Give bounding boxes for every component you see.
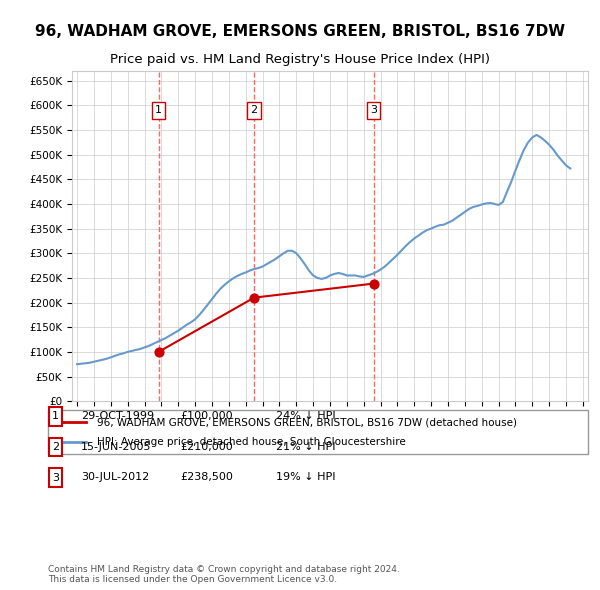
- Text: 96, WADHAM GROVE, EMERSONS GREEN, BRISTOL, BS16 7DW (detached house): 96, WADHAM GROVE, EMERSONS GREEN, BRISTO…: [97, 418, 517, 427]
- FancyBboxPatch shape: [48, 410, 588, 454]
- FancyBboxPatch shape: [49, 407, 62, 425]
- Text: 3: 3: [52, 473, 59, 483]
- Point: [154, 347, 163, 356]
- Text: Contains HM Land Registry data © Crown copyright and database right 2024.
This d: Contains HM Land Registry data © Crown c…: [48, 565, 400, 584]
- Text: 15-JUN-2005: 15-JUN-2005: [81, 442, 151, 451]
- Text: 24% ↓ HPI: 24% ↓ HPI: [276, 411, 335, 421]
- Text: HPI: Average price, detached house, South Gloucestershire: HPI: Average price, detached house, Sout…: [97, 437, 406, 447]
- Text: 2: 2: [52, 442, 59, 452]
- Text: 2: 2: [251, 106, 257, 116]
- Text: Price paid vs. HM Land Registry's House Price Index (HPI): Price paid vs. HM Land Registry's House …: [110, 53, 490, 66]
- Point: [250, 293, 259, 302]
- Text: 96, WADHAM GROVE, EMERSONS GREEN, BRISTOL, BS16 7DW: 96, WADHAM GROVE, EMERSONS GREEN, BRISTO…: [35, 24, 565, 38]
- Point: [369, 279, 379, 289]
- Text: £238,500: £238,500: [180, 473, 233, 482]
- Text: 1: 1: [155, 106, 162, 116]
- Text: 30-JUL-2012: 30-JUL-2012: [81, 473, 149, 482]
- Text: £100,000: £100,000: [180, 411, 233, 421]
- Text: 29-OCT-1999: 29-OCT-1999: [81, 411, 154, 421]
- Text: 19% ↓ HPI: 19% ↓ HPI: [276, 473, 335, 482]
- Text: 3: 3: [370, 106, 377, 116]
- FancyBboxPatch shape: [49, 438, 62, 456]
- Text: 1: 1: [52, 411, 59, 421]
- FancyBboxPatch shape: [49, 468, 62, 487]
- Text: £210,000: £210,000: [180, 442, 233, 451]
- Text: 21% ↓ HPI: 21% ↓ HPI: [276, 442, 335, 451]
